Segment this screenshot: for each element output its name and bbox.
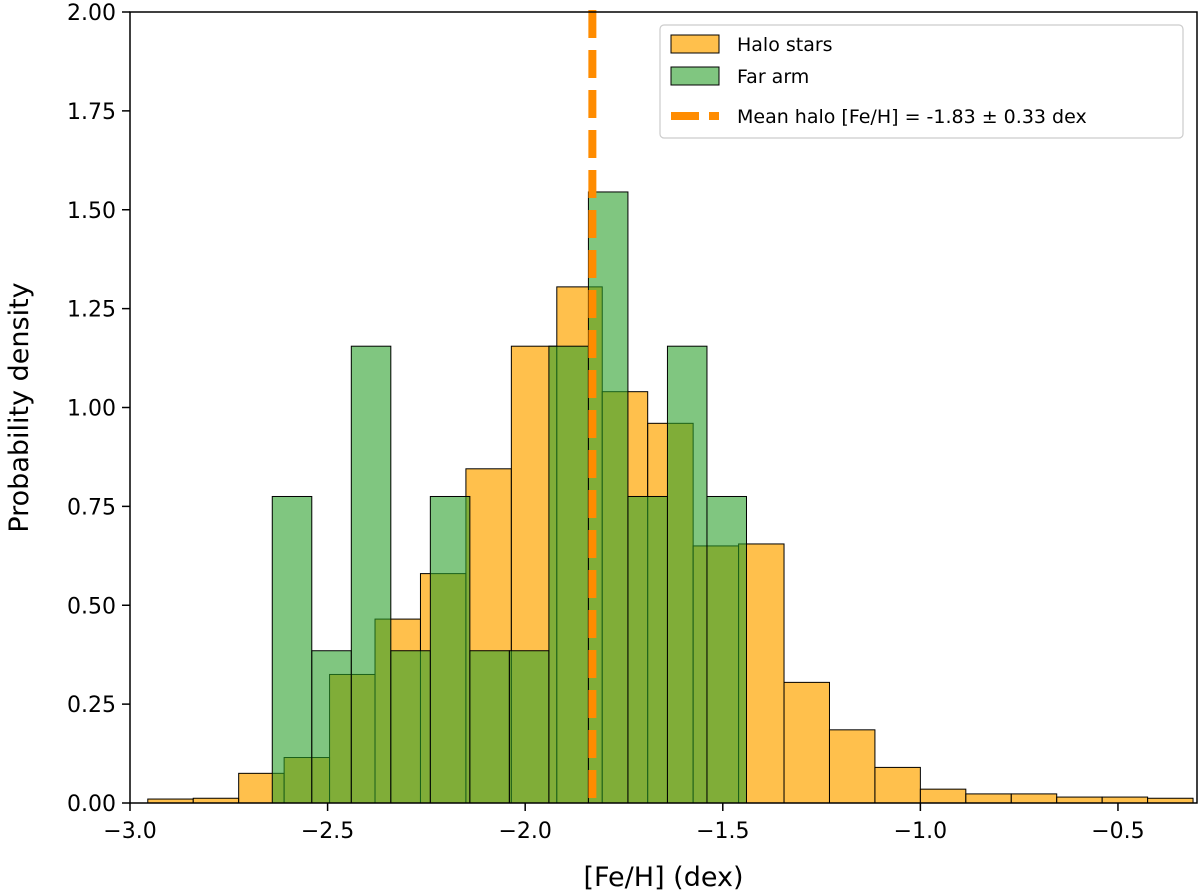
y-tick-label: 0.00 [67,792,116,817]
halo-bar-18 [965,793,1012,804]
y-tick-label: 1.50 [67,199,116,224]
y-tick-label: 1.00 [67,397,116,422]
y-tick-label: 0.75 [67,495,116,520]
legend-label-mean-line: Mean halo [Fe/H] = -1.83 ± 0.33 dex [737,106,1087,128]
y-tick-label: 2.00 [67,1,116,26]
x-tick-label: −2.0 [498,819,551,844]
halo-bar-20 [1056,796,1103,804]
legend-swatch-halo-stars [670,34,720,54]
legend-box [659,24,1184,139]
far-arm-bar-1 [311,650,352,804]
y-tick-label: 1.75 [67,100,116,125]
y-tick-label: 1.25 [67,298,116,323]
halo-bar-17 [919,788,967,804]
far-arm-series [271,191,747,804]
y-tick-label: 0.25 [67,693,116,718]
legend-swatch-far-arm [670,66,720,86]
far-arm-bar-7 [548,345,589,804]
x-axis: −3.0 −2.5 −2.0 −1.5 −1.0 −0.5 [103,803,1145,844]
x-tick-label: −1.0 [894,819,947,844]
legend: Halo stars Far arm Mean halo [Fe/H] = -1… [659,24,1184,139]
halo-bar-19 [1010,793,1058,804]
far-arm-bar-9 [627,495,668,804]
x-tick-label: −2.5 [301,819,354,844]
halo-bar-14 [783,681,830,804]
legend-label-far-arm: Far arm [737,66,809,88]
legend-label-halo-stars: Halo stars [737,34,833,56]
far-arm-bar-11 [706,495,747,804]
far-arm-bar-4 [429,495,471,804]
halo-bar-16 [874,766,921,804]
far-arm-bar-5 [469,650,510,804]
far-arm-bar-3 [390,650,431,804]
x-tick-label: −1.5 [696,819,749,844]
y-tick-label: 0.50 [67,594,116,619]
far-arm-bar-6 [508,650,550,804]
x-tick-label: −0.5 [1091,819,1144,844]
far-arm-bar-0 [271,495,313,804]
halo-bar-15 [828,729,876,804]
x-axis-label: [Fe/H] (dex) [583,862,743,893]
y-axis: 0.00 0.25 0.50 0.75 1.00 1.25 1.50 1.75 2.00 [67,1,130,817]
x-tick-label: −3.0 [103,819,156,844]
far-arm-bar-2 [350,345,392,804]
y-axis-label: Probability density [4,282,35,532]
far-arm-bar-10 [666,345,708,804]
halo-bar-21 [1101,796,1149,804]
